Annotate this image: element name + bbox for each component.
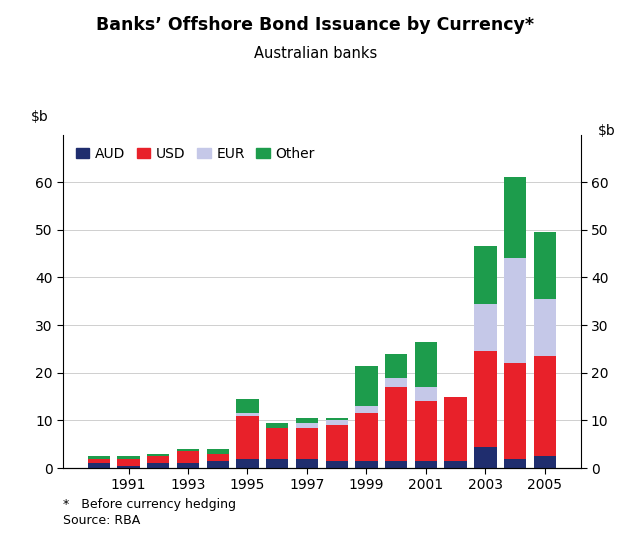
Bar [296,423,318,428]
Bar [237,458,259,468]
Bar [177,463,199,468]
Bar [444,461,467,468]
Bar [504,363,526,458]
Bar [355,406,377,413]
Y-axis label: $b: $b [598,124,615,138]
Bar [415,401,437,461]
Text: Australian banks: Australian banks [254,46,377,61]
Bar [355,461,377,468]
Bar [415,461,437,468]
Bar [504,178,526,258]
Bar [296,418,318,423]
Bar [88,458,110,463]
Bar [147,456,169,463]
Bar [206,449,229,454]
Bar [237,399,259,413]
Text: Banks’ Offshore Bond Issuance by Currency*: Banks’ Offshore Bond Issuance by Currenc… [97,16,534,34]
Bar [147,463,169,468]
Text: Source: RBA: Source: RBA [63,514,140,527]
Bar [475,303,497,351]
Bar [444,397,467,461]
Bar [534,299,556,356]
Y-axis label: $b: $b [31,110,49,124]
Bar [296,428,318,458]
Legend: AUD, USD, EUR, Other: AUD, USD, EUR, Other [70,141,320,167]
Bar [88,463,110,468]
Bar [385,353,407,378]
Bar [117,456,139,458]
Bar [326,420,348,425]
Bar [534,456,556,468]
Bar [266,428,288,458]
Bar [475,447,497,468]
Bar [326,425,348,461]
Bar [475,351,497,447]
Bar [385,387,407,461]
Bar [296,458,318,468]
Bar [266,458,288,468]
Bar [326,418,348,420]
Bar [385,461,407,468]
Bar [237,416,259,458]
Text: *   Before currency hedging: * Before currency hedging [63,498,236,511]
Bar [355,413,377,461]
Bar [475,246,497,303]
Bar [206,461,229,468]
Bar [326,461,348,468]
Bar [177,449,199,451]
Bar [88,456,110,458]
Bar [117,466,139,468]
Bar [415,387,437,401]
Bar [117,458,139,466]
Bar [355,366,377,406]
Bar [237,413,259,416]
Bar [504,458,526,468]
Bar [266,423,288,428]
Bar [147,454,169,456]
Bar [177,451,199,463]
Bar [385,378,407,387]
Bar [206,454,229,461]
Bar [415,342,437,387]
Bar [534,356,556,456]
Bar [534,232,556,299]
Bar [504,258,526,363]
